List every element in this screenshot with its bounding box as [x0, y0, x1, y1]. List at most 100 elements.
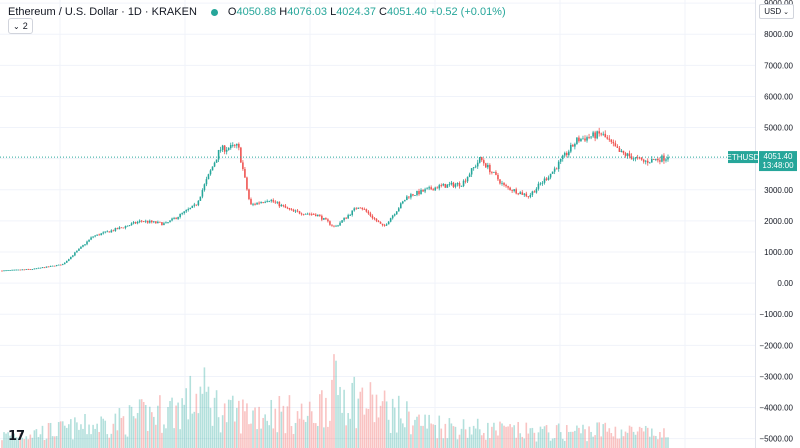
volume-bar: [404, 427, 406, 448]
volume-bar: [365, 408, 368, 448]
candle-body: [515, 189, 517, 194]
volume-bar: [128, 405, 131, 448]
candle-body: [157, 221, 159, 224]
volume-bar: [355, 428, 358, 448]
volume-bar: [96, 423, 98, 448]
candle-body: [116, 228, 119, 230]
candle-body: [371, 215, 374, 219]
candle-body: [134, 222, 137, 224]
volume-bar: [98, 431, 100, 448]
price-tick-label: 5000.00: [764, 124, 793, 133]
volume-bar: [353, 376, 356, 448]
volume-bar: [88, 424, 90, 448]
volume-bar: [580, 433, 582, 448]
candle-body: [418, 191, 420, 195]
volume-bar: [45, 438, 48, 448]
candle-body: [310, 213, 313, 215]
candle-body: [92, 236, 94, 238]
candle-body: [185, 210, 188, 212]
candle-body: [373, 218, 376, 219]
candle-body: [535, 188, 538, 193]
volume-bar: [335, 360, 337, 448]
candle-body: [381, 223, 384, 226]
candle-body: [314, 214, 317, 217]
symbol-title[interactable]: Ethereum / U.S. Dollar · 1D · KRAKEN: [8, 6, 197, 18]
candle-body: [464, 180, 467, 182]
volume-bar: [665, 437, 667, 448]
price-axis[interactable]: 9000.008000.007000.006000.005000.004000.…: [759, 0, 793, 444]
volume-bar: [624, 431, 627, 448]
candle-body: [278, 201, 281, 207]
volume-bar: [205, 391, 208, 448]
candle-body: [138, 220, 141, 222]
candle-body: [59, 264, 62, 266]
volume-bar: [173, 428, 175, 448]
currency-label: USD: [764, 7, 782, 16]
candle-body: [632, 158, 635, 160]
volume-bar: [663, 428, 665, 448]
candle-body: [15, 269, 17, 271]
volume-bar: [142, 401, 145, 448]
volume-bar: [213, 397, 216, 448]
volume-bar: [65, 427, 68, 448]
volume-bar: [557, 423, 560, 448]
candle-body: [296, 210, 299, 212]
candle-body: [580, 138, 582, 142]
volume-bar: [339, 386, 341, 448]
volume-bar: [84, 414, 86, 448]
candle-body: [630, 156, 633, 160]
symbol-label: ETHUSD: [727, 153, 760, 162]
candle-body: [219, 149, 222, 151]
candle-body: [88, 239, 90, 242]
candle-body: [201, 190, 204, 197]
volume-bar: [517, 422, 520, 448]
studies-toggle-button[interactable]: ⌄ 2: [8, 18, 33, 34]
volume-bar: [290, 426, 293, 448]
volume-bar: [179, 429, 181, 448]
candle-body: [525, 193, 528, 197]
volume-bar: [655, 435, 657, 448]
volume-bar: [576, 425, 578, 448]
candle-body: [565, 152, 568, 156]
currency-button[interactable]: USD ⌄: [759, 4, 794, 19]
candle-body: [541, 182, 544, 184]
volume-bar: [511, 427, 513, 448]
candle-body: [446, 184, 449, 188]
candle-body: [489, 164, 491, 173]
volume-bar: [258, 406, 260, 448]
volume-bar: [584, 429, 586, 448]
volume-bar: [108, 437, 111, 448]
candle-body: [102, 232, 105, 234]
volume-bar: [9, 435, 11, 448]
volume-bar: [345, 425, 347, 448]
volume-bar: [503, 425, 505, 448]
chevron-down-icon: ⌄: [13, 21, 20, 31]
volume-bar: [489, 438, 491, 448]
candle-body: [177, 217, 179, 219]
volume-bar: [452, 426, 455, 448]
candle-body: [227, 148, 230, 150]
volume-bar: [596, 422, 598, 448]
candle-body: [432, 189, 434, 191]
candle-body: [49, 265, 52, 267]
candle-body: [333, 225, 335, 227]
candle-body: [466, 176, 469, 182]
price-tick-label: −2000.00: [759, 341, 793, 350]
candle-body: [442, 184, 445, 186]
volume-bar: [134, 418, 137, 448]
candle-body: [304, 213, 307, 215]
grid-layer: [0, 0, 755, 448]
candle-body: [128, 225, 131, 226]
candle-body: [478, 157, 481, 163]
candle-body: [252, 203, 254, 205]
candle-body: [444, 184, 447, 188]
volume-bar: [39, 434, 42, 448]
volume-bar: [35, 429, 38, 448]
volume-bar: [236, 407, 238, 448]
candle-body: [420, 189, 422, 195]
tradingview-logo-icon[interactable]: 𝟭𝟳: [8, 428, 25, 443]
volume-bar: [47, 422, 50, 448]
volume-bar: [106, 434, 109, 448]
